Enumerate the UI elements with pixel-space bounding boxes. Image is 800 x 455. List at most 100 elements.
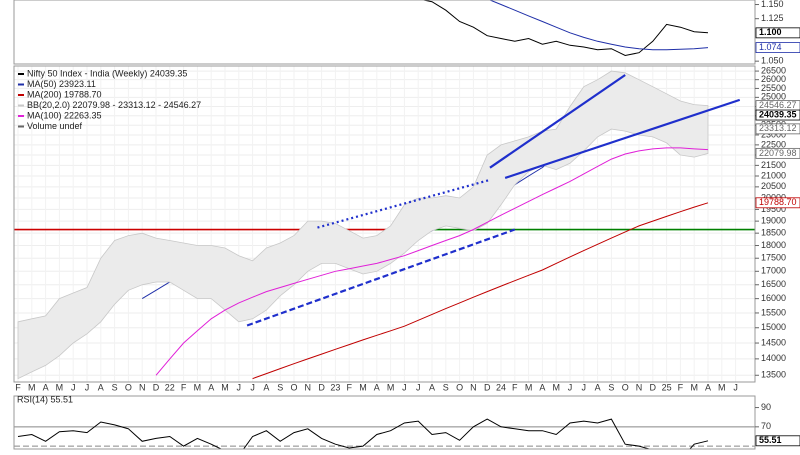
y-tick-label: 23000: [761, 129, 786, 139]
y-tick-label: 70: [761, 421, 771, 431]
value-tag: 22079.98: [759, 148, 797, 158]
y-tick-label: 18500: [761, 228, 786, 238]
x-tick-label: D: [484, 382, 491, 392]
x-tick-label: M: [552, 382, 560, 392]
x-tick-label: F: [346, 382, 352, 392]
x-tick-label: 25: [662, 382, 672, 392]
y-tick-label: 25500: [761, 83, 786, 93]
value-tag-box: [755, 27, 800, 39]
bollinger-band: [17, 70, 709, 380]
value-tag-box: [755, 109, 800, 121]
panel-frame: [13, 65, 756, 383]
y-tick-label: 16500: [761, 279, 786, 289]
y-tick-label: 20500: [761, 181, 786, 191]
x-tick-label: S: [608, 382, 614, 392]
trendline: [489, 74, 626, 169]
x-tick-label: F: [512, 382, 518, 392]
x-tick-label: A: [539, 382, 545, 392]
x-tick-label: S: [112, 382, 118, 392]
x-tick-label: M: [359, 382, 367, 392]
x-tick-label: F: [181, 382, 187, 392]
y-tick-label: 1.125: [761, 13, 784, 23]
x-tick-label: M: [194, 382, 202, 392]
legend-label: MA(200) 19788.70: [27, 89, 102, 99]
x-tick-label: J: [85, 382, 90, 392]
value-tag-box: [755, 42, 800, 53]
y-tick-label: 18000: [761, 240, 786, 250]
x-tick-label: O: [290, 382, 297, 392]
y-tick-label: 19500: [761, 204, 786, 214]
x-tick-label: O: [125, 382, 132, 392]
y-tick-label: 1.050: [761, 56, 784, 66]
panel-title: RSI(14) 55.51: [17, 394, 73, 404]
x-tick-label: 22: [165, 382, 175, 392]
value-tag: 1.074: [759, 42, 782, 52]
x-tick-label: F: [15, 382, 21, 392]
y-tick-label: 21000: [761, 170, 786, 180]
x-tick-label: A: [374, 382, 380, 392]
value-tag: 55.51: [759, 435, 782, 445]
x-tick-label: S: [277, 382, 283, 392]
x-tick-label: J: [582, 382, 587, 392]
x-tick-label: J: [402, 382, 407, 392]
y-tick-label: 90: [761, 402, 771, 412]
y-tick-label: 1.150: [761, 0, 784, 9]
x-tick-label: J: [733, 382, 738, 392]
y-tick-label: 14000: [761, 353, 786, 363]
legend-label: MA(100) 22263.35: [27, 110, 102, 120]
y-tick-label: 16000: [761, 293, 786, 303]
series-line: [421, 0, 709, 57]
y-tick-label: 26000: [761, 74, 786, 84]
x-tick-label: O: [456, 382, 463, 392]
y-tick-label: 15500: [761, 307, 786, 317]
legend-label: MA(50) 23923.11: [27, 79, 96, 89]
y-tick-label: 19000: [761, 216, 786, 226]
x-tick-label: J: [71, 382, 76, 392]
panel: [14, 418, 755, 449]
series-line: [155, 147, 709, 376]
x-tick-label: N: [470, 382, 477, 392]
y-tick-label: 13500: [761, 370, 786, 380]
x-tick-label: M: [387, 382, 395, 392]
value-tag-box: [755, 123, 800, 135]
x-tick-label: D: [153, 382, 160, 392]
x-tick-label: M: [718, 382, 726, 392]
value-tag-box: [755, 147, 800, 159]
y-tick-label: 15000: [761, 322, 786, 332]
y-tick-label: 17500: [761, 253, 786, 263]
trendline: [504, 98, 741, 179]
y-tick-label: 25000: [761, 92, 786, 102]
x-tick-label: A: [429, 382, 435, 392]
value-tag: 23313.12: [759, 123, 797, 133]
panel-frame: [13, 0, 756, 65]
panel-frame: [13, 395, 756, 450]
x-tick-label: S: [443, 382, 449, 392]
x-tick-label: F: [678, 382, 684, 392]
x-tick-label: A: [208, 382, 214, 392]
x-tick-label: J: [237, 382, 242, 392]
y-tick-label: 26500: [761, 65, 786, 75]
x-tick-label: M: [28, 382, 36, 392]
x-tick-label: N: [139, 382, 146, 392]
x-tick-label: A: [98, 382, 104, 392]
x-tick-label: J: [416, 382, 421, 392]
y-tick-label: 17000: [761, 266, 786, 276]
value-tag: 24039.35: [759, 109, 797, 119]
x-tick-label: N: [636, 382, 643, 392]
x-tick-label: A: [595, 382, 601, 392]
series-line: [17, 418, 709, 449]
x-tick-label: J: [250, 382, 255, 392]
x-tick-label: A: [705, 382, 711, 392]
x-tick-label: M: [221, 382, 229, 392]
y-tick-label: 21500: [761, 160, 786, 170]
trendline: [246, 228, 516, 327]
panel: [421, 0, 709, 57]
x-tick-label: D: [318, 382, 325, 392]
value-tag: 1.100: [759, 27, 782, 37]
x-tick-label: O: [622, 382, 629, 392]
x-tick-label: 23: [330, 382, 340, 392]
x-tick-label: N: [305, 382, 312, 392]
panel: [14, 66, 755, 382]
